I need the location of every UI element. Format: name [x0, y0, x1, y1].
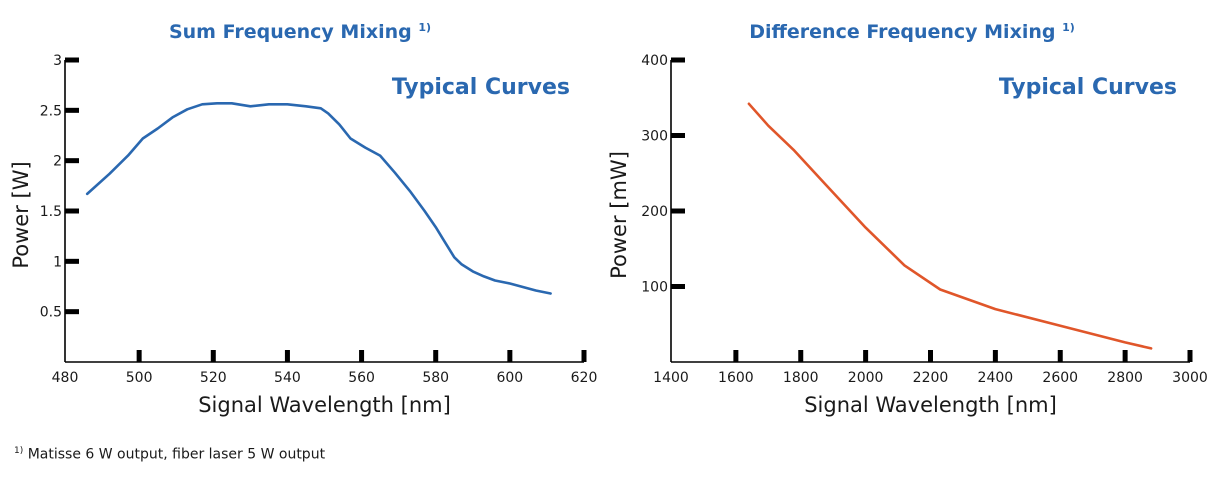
chart-2: Difference Frequency Mixing 1) Typical Cu…	[607, 21, 1208, 417]
footnote-marker: 1)	[14, 446, 24, 456]
y-tick-mark	[671, 284, 685, 289]
x-tick-mark	[507, 350, 513, 362]
x-tick-mark	[359, 350, 365, 362]
x-tick-label: 620	[571, 370, 598, 386]
x-tick-label: 2600	[1042, 370, 1078, 386]
x-tick-label: 580	[422, 370, 449, 386]
y-tick-label: 200	[641, 204, 668, 220]
x-tick-label: 1800	[783, 370, 819, 386]
y-tick-mark	[65, 158, 79, 164]
annotation-typical-curves: Typical Curves	[999, 75, 1177, 100]
y-axis-label: Power [mW]	[607, 151, 631, 279]
x-tick-label: 600	[496, 370, 523, 386]
x-tick-mark	[581, 350, 587, 362]
x-tick-mark	[210, 350, 216, 362]
annotation-typical-curves: Typical Curves	[392, 75, 570, 100]
y-tick-mark	[65, 309, 79, 315]
y-tick-mark	[65, 57, 79, 63]
title-footnote-marker: 1)	[1062, 21, 1075, 34]
x-tick-mark	[1187, 350, 1193, 362]
y-axis-label: Power [W]	[9, 161, 33, 268]
y-tick-label: 300	[641, 129, 668, 145]
title-footnote-marker: 1)	[418, 21, 431, 34]
x-tick-label: 480	[52, 370, 79, 386]
x-tick-mark	[1122, 350, 1128, 362]
x-tick-mark	[284, 350, 290, 362]
x-tick-label: 1400	[653, 370, 689, 386]
y-tick-label: 1	[53, 254, 62, 270]
y-tick-mark	[671, 133, 685, 138]
chart-1: Sum Frequency Mixing 1) Typical Curves 0.5…	[9, 21, 597, 417]
y-tick-label: 400	[641, 53, 668, 69]
y-tick-mark	[65, 107, 79, 113]
x-tick-mark	[1057, 350, 1063, 362]
x-tick-label: 540	[274, 370, 301, 386]
x-tick-label: 2000	[848, 370, 884, 386]
x-tick-mark	[433, 350, 439, 362]
x-tick-label: 3000	[1172, 370, 1208, 386]
x-tick-mark	[992, 350, 998, 362]
series-line	[747, 102, 1153, 350]
chart-title: Sum Frequency Mixing 1)	[169, 21, 431, 43]
y-tick-mark	[65, 208, 79, 214]
footnote: 1) Matisse 6 W output, fiber laser 5 W o…	[14, 446, 325, 463]
x-tick-label: 560	[348, 370, 375, 386]
y-tick-mark	[671, 57, 685, 63]
x-tick-label: 2800	[1107, 370, 1143, 386]
x-axis-label: Signal Wavelength [nm]	[804, 393, 1057, 417]
x-tick-label: 1600	[718, 370, 754, 386]
y-tick-label: 2.5	[40, 103, 62, 119]
x-tick-mark	[733, 350, 739, 362]
y-tick-label: 0.5	[40, 305, 62, 321]
y-tick-label: 2	[53, 154, 62, 170]
x-axis-label: Signal Wavelength [nm]	[198, 393, 451, 417]
series-line	[85, 102, 552, 295]
chart-title: Difference Frequency Mixing 1)	[749, 21, 1075, 43]
y-tick-label: 1.5	[40, 204, 62, 220]
x-tick-mark	[136, 350, 142, 362]
x-tick-label: 2200	[913, 370, 949, 386]
x-tick-mark	[863, 350, 869, 362]
y-tick-mark	[671, 208, 685, 214]
y-tick-mark	[65, 258, 79, 264]
x-tick-label: 2400	[978, 370, 1014, 386]
x-tick-label: 520	[200, 370, 227, 386]
footnote-text: Matisse 6 W output, fiber laser 5 W outp…	[27, 446, 326, 463]
x-tick-label: 500	[126, 370, 153, 386]
x-tick-mark	[928, 350, 933, 362]
y-tick-label: 3	[53, 53, 62, 69]
x-tick-mark	[798, 350, 804, 362]
y-tick-label: 100	[641, 280, 668, 296]
